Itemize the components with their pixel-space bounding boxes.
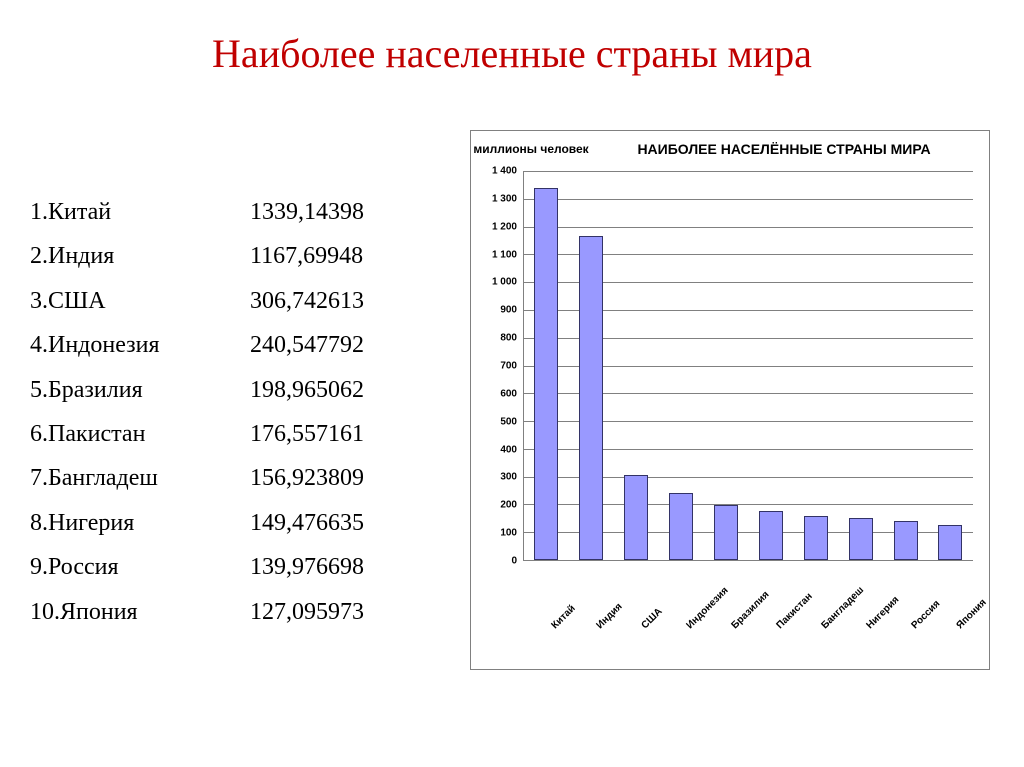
list-item: 7.Бангладеш156,923809	[30, 456, 450, 500]
list-item: 10.Япония127,095973	[30, 590, 450, 634]
chart-bar	[759, 511, 783, 560]
page-title: Наиболее населенные страны мира	[0, 30, 1024, 77]
chart-y-ticks: 01002003004005006007008009001 0001 1001 …	[471, 171, 521, 561]
list-item-value: 139,976698	[250, 545, 430, 589]
chart-bar	[849, 518, 873, 560]
chart-bar	[669, 493, 693, 560]
chart-header: миллионы человек НАИБОЛЕЕ НАСЕЛЁННЫЕ СТР…	[471, 131, 989, 165]
chart-y-tick-label: 800	[500, 333, 517, 344]
list-item-label: 8.Нигерия	[30, 501, 250, 545]
chart-container: миллионы человек НАИБОЛЕЕ НАСЕЛЁННЫЕ СТР…	[470, 130, 990, 670]
chart-bar	[624, 475, 648, 560]
list-item: 5.Бразилия198,965062	[30, 368, 450, 412]
chart-y-tick-label: 1 300	[492, 193, 517, 204]
chart-y-tick-label: 1 100	[492, 249, 517, 260]
chart-y-axis-title: миллионы человек	[471, 142, 591, 156]
list-item-value: 198,965062	[250, 368, 430, 412]
list-item: 8.Нигерия149,476635	[30, 501, 450, 545]
list-item-value: 306,742613	[250, 279, 430, 323]
chart-title: НАИБОЛЕЕ НАСЕЛЁННЫЕ СТРАНЫ МИРА	[591, 141, 977, 157]
list-item: 6.Пакистан176,557161	[30, 412, 450, 456]
list-item-label: 4.Индонезия	[30, 323, 250, 367]
chart-y-tick-label: 300	[500, 472, 517, 483]
chart-bar	[938, 525, 962, 560]
chart-x-labels: КитайИндияСШАИндонезияБразилияПакистанБа…	[523, 565, 973, 655]
list-item-label: 7.Бангладеш	[30, 456, 250, 500]
chart-y-tick-label: 600	[500, 388, 517, 399]
slide: Наиболее населенные страны мира 1.Китай1…	[0, 0, 1024, 767]
list-item: 2.Индия1167,69948	[30, 234, 450, 278]
chart-y-tick-label: 1 000	[492, 277, 517, 288]
chart-y-tick-label: 200	[500, 500, 517, 511]
chart-bar	[534, 188, 558, 560]
chart-y-tick-label: 900	[500, 305, 517, 316]
list-item-value: 127,095973	[250, 590, 430, 634]
chart-y-tick-label: 0	[511, 556, 517, 567]
list-item: 3.США306,742613	[30, 279, 450, 323]
chart-y-tick-label: 500	[500, 416, 517, 427]
list-item-value: 156,923809	[250, 456, 430, 500]
chart-y-tick-label: 1 200	[492, 221, 517, 232]
list-item: 4.Индонезия240,547792	[30, 323, 450, 367]
list-item-label: 3.США	[30, 279, 250, 323]
list-item-value: 1339,14398	[250, 190, 430, 234]
list-item-label: 9.Россия	[30, 545, 250, 589]
list-item-label: 2.Индия	[30, 234, 250, 278]
chart-bar	[579, 236, 603, 560]
list-item-value: 149,476635	[250, 501, 430, 545]
chart-bar	[714, 505, 738, 560]
chart-bar	[804, 516, 828, 560]
list-item-value: 1167,69948	[250, 234, 430, 278]
chart-plot-area	[523, 171, 973, 561]
list-item-label: 10.Япония	[30, 590, 250, 634]
chart-plot: 01002003004005006007008009001 0001 1001 …	[523, 171, 973, 561]
chart-bars	[524, 171, 973, 560]
list-item: 1.Китай1339,14398	[30, 190, 450, 234]
list-item-label: 6.Пакистан	[30, 412, 250, 456]
list-item-label: 5.Бразилия	[30, 368, 250, 412]
population-list: 1.Китай1339,143982.Индия1167,699483.США3…	[30, 190, 450, 634]
list-item: 9.Россия139,976698	[30, 545, 450, 589]
chart-y-tick-label: 1 400	[492, 166, 517, 177]
chart-bar	[894, 521, 918, 560]
list-item-value: 176,557161	[250, 412, 430, 456]
list-item-value: 240,547792	[250, 323, 430, 367]
list-item-label: 1.Китай	[30, 190, 250, 234]
chart-y-tick-label: 100	[500, 528, 517, 539]
chart-y-tick-label: 400	[500, 444, 517, 455]
chart-y-tick-label: 700	[500, 361, 517, 372]
